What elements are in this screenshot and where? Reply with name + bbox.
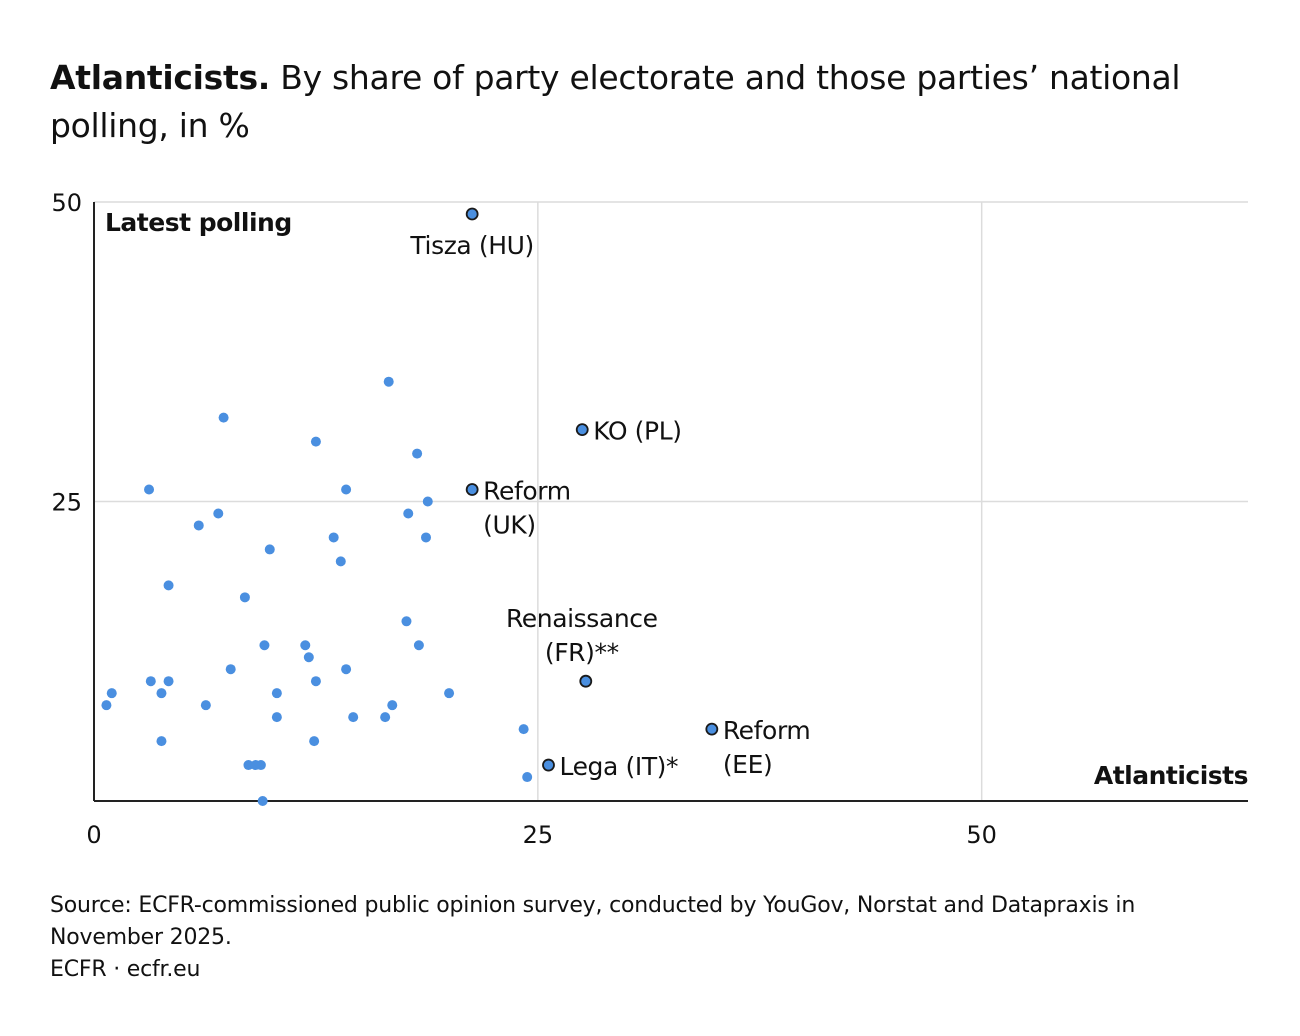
source-note: Source: ECFR-commissioned public opinion… [50, 893, 1136, 950]
data-point [380, 712, 391, 723]
data-point [348, 712, 359, 723]
data-point [264, 544, 275, 555]
point-label: Reform (UK) [483, 477, 571, 540]
y-axis-title: Latest polling [105, 208, 292, 237]
data-point [341, 484, 352, 495]
y-tick-label: 50 [51, 189, 82, 217]
x-tick-label: 50 [966, 821, 997, 849]
data-point [401, 616, 412, 627]
data-point [218, 412, 229, 423]
data-point [163, 676, 174, 687]
data-point [156, 688, 167, 699]
highlighted-point [542, 758, 555, 772]
x-tick-label: 25 [523, 821, 554, 849]
data-point [422, 496, 433, 507]
data-point [444, 688, 455, 699]
data-point [257, 796, 268, 806]
data-point [335, 556, 346, 567]
x-tick-label: 0 [86, 821, 101, 849]
data-point [403, 508, 414, 519]
highlighted-point [575, 423, 589, 437]
data-point [300, 640, 311, 651]
data-point [383, 376, 394, 387]
x-axis-title: Atlanticists [1094, 761, 1248, 790]
data-point [310, 436, 321, 447]
data-point [144, 484, 155, 495]
data-point [145, 676, 156, 687]
credit-note: ECFR · ecfr.eu [50, 957, 201, 982]
data-point [309, 736, 320, 747]
data-point [303, 652, 314, 663]
chart-title-bold: Atlanticists. [50, 58, 271, 97]
data-point [271, 712, 282, 723]
data-point [106, 688, 117, 699]
point-label: Lega (IT)* [559, 752, 678, 781]
data-point [163, 580, 174, 591]
data-point [310, 676, 321, 687]
data-point [341, 664, 352, 675]
data-point [243, 760, 254, 771]
data-point [239, 592, 250, 603]
data-point [259, 640, 270, 651]
data-point [156, 736, 167, 747]
data-point [255, 760, 266, 771]
data-point [420, 532, 431, 543]
data-point [200, 700, 211, 711]
data-point [387, 700, 398, 711]
point-label: KO (PL) [593, 417, 681, 446]
point-label: Renaissance (FR)** [506, 604, 658, 667]
point-label: Reform (EE) [723, 716, 811, 779]
highlighted-point [465, 483, 479, 496]
data-point [412, 448, 423, 459]
data-point [522, 772, 533, 783]
data-point [518, 724, 529, 735]
data-point [213, 508, 224, 519]
data-point [271, 688, 282, 699]
point-label: Tisza (HU) [409, 231, 533, 260]
data-point [413, 640, 424, 651]
data-point [328, 532, 339, 543]
highlighted-point [579, 674, 593, 688]
highlighted-point [465, 207, 479, 221]
data-point [101, 700, 112, 711]
data-point [193, 520, 204, 531]
chart-title: Atlanticists. By share of party electora… [50, 54, 1260, 150]
data-point [225, 664, 236, 675]
highlighted-point [705, 722, 719, 736]
chart-title-rest: By share of party electorate and those p… [50, 58, 1181, 145]
y-tick-label: 25 [51, 489, 82, 517]
